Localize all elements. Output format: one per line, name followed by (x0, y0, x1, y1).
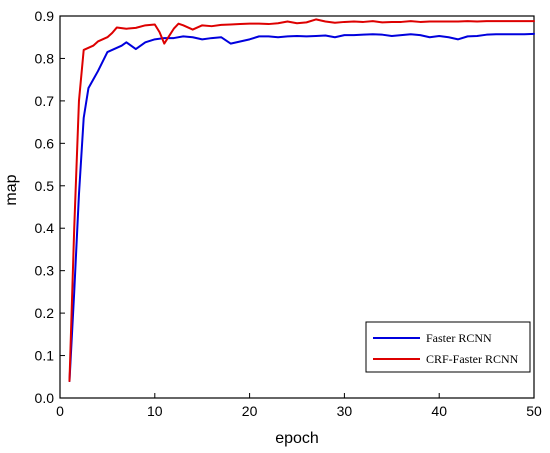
y-tick-label: 0.8 (35, 50, 55, 66)
ticks-layer: 0 10 20 30 40 50 0.0 0.1 0.2 0.3 0.4 0.5 0.6 0.7 0.8 0.… (35, 8, 542, 419)
legend-label-faster-rcnn: Faster RCNN (426, 331, 492, 345)
x-tick-label: 0 (56, 403, 64, 419)
y-tick-label: 0.5 (35, 178, 55, 194)
legend-label-crf-faster-rcnn: CRF-Faster RCNN (426, 352, 519, 366)
y-tick-label: 0.1 (35, 348, 55, 364)
x-axis-title: epoch (275, 430, 319, 447)
series-layer (68, 18, 535, 383)
series-line-faster-rcnn (68, 32, 535, 383)
y-tick-label: 0.0 (35, 390, 55, 406)
legend: Faster RCNN CRF-Faster RCNN (365, 321, 531, 373)
y-tick-label: 0.9 (35, 8, 55, 24)
x-tick-label: 40 (431, 403, 447, 419)
x-tick-label: 20 (242, 403, 258, 419)
y-tick-label: 0.2 (35, 305, 55, 321)
series-line-crf-faster-rcnn (68, 18, 535, 383)
y-axis-title: map (3, 174, 20, 205)
x-tick-label: 50 (526, 403, 542, 419)
x-tick-label: 30 (337, 403, 353, 419)
y-tick-label: 0.4 (35, 220, 55, 236)
x-tick-label: 10 (147, 403, 163, 419)
legend-box (365, 321, 531, 373)
y-tick-label: 0.3 (35, 263, 55, 279)
y-tick-label: 0.6 (35, 135, 55, 151)
y-tick-label: 0.7 (35, 93, 55, 109)
